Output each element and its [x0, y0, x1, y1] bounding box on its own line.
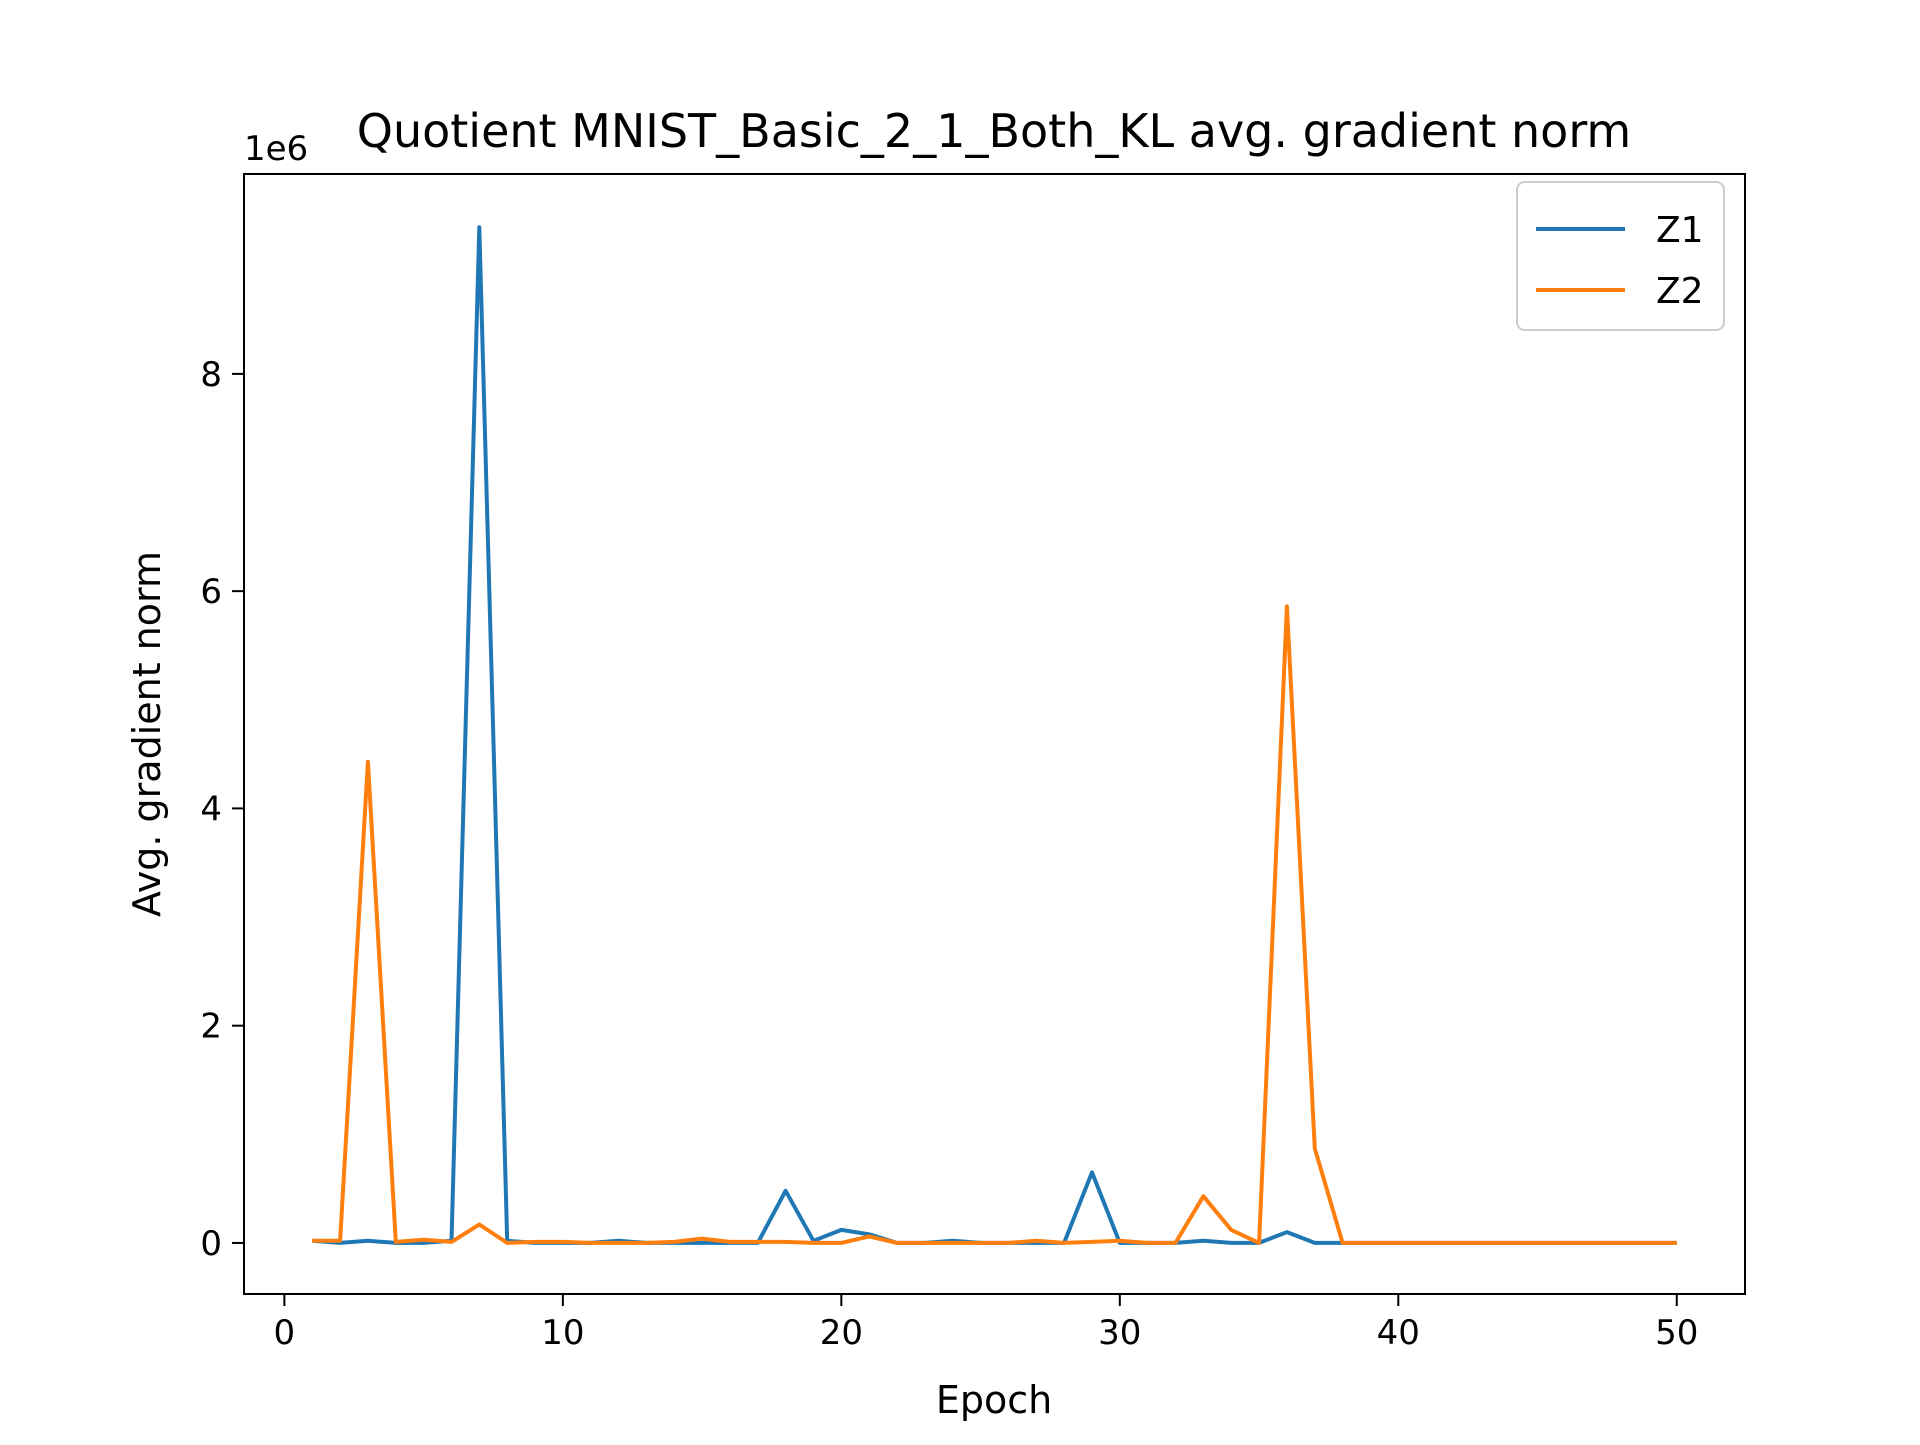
x-tick-label: 30	[1098, 1313, 1141, 1353]
y-tick-label: 6	[200, 572, 222, 612]
y-tick-label: 2	[200, 1007, 222, 1047]
series-layer	[312, 225, 1677, 1245]
y-tick-label: 0	[200, 1224, 222, 1264]
x-tick-label: 20	[820, 1313, 863, 1353]
y-tick-label: 4	[200, 789, 222, 829]
chart-title: Quotient MNIST_Basic_2_1_Both_KL avg. gr…	[357, 104, 1631, 158]
legend-label-z2: Z2	[1656, 271, 1704, 312]
x-tick-label: 50	[1655, 1313, 1698, 1353]
plot-frame	[243, 173, 1746, 1295]
x-tick-label: 10	[541, 1313, 584, 1353]
x-tick-label: 0	[274, 1313, 296, 1353]
y-axis-label: Avg. gradient norm	[125, 551, 169, 917]
x-axis-label: Epoch	[936, 1378, 1052, 1422]
y-axis-ticks: 0 2 4 6 8	[200, 355, 244, 1264]
y-tick-label: 8	[200, 355, 222, 395]
legend-label-z1: Z1	[1656, 210, 1704, 251]
y-offset-label: 1e6	[244, 129, 308, 169]
legend-box	[1516, 181, 1725, 331]
x-axis-ticks: 0 10 20 30 40 50	[274, 1294, 1698, 1353]
x-tick-label: 40	[1377, 1313, 1420, 1353]
series-line-z2	[312, 604, 1677, 1245]
